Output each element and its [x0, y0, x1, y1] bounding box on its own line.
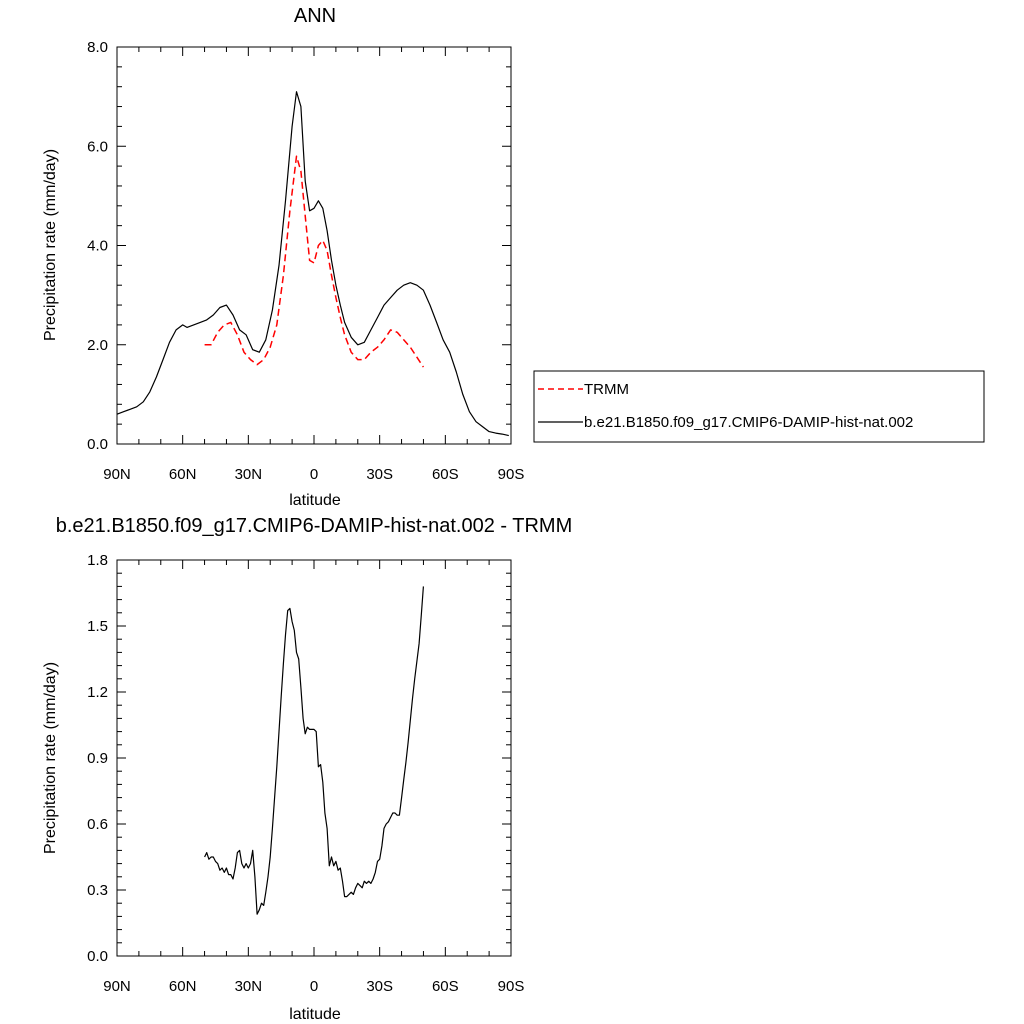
- x-tick-label: 0: [310, 978, 318, 995]
- series-line-model: [116, 91, 509, 437]
- series-line-model: [204, 586, 424, 915]
- y-tick-label: 2.0: [87, 337, 108, 354]
- panel-difference: b.e21.B1850.f09_g17.CMIP6-DAMIP-hist-nat…: [42, 515, 572, 1023]
- x-tick-label: 30N: [235, 466, 263, 483]
- y-tick-label: 1.2: [87, 684, 108, 701]
- x-tick-label: 90S: [498, 978, 525, 995]
- x-tick-label: 60S: [432, 978, 459, 995]
- x-tick-label: 90N: [103, 466, 131, 483]
- y-tick-label: 0.9: [87, 750, 108, 767]
- legend-box: [533, 370, 985, 443]
- legend-label-model: b.e21.B1850.f09_g17.CMIP6-DAMIP-hist-nat…: [584, 414, 913, 431]
- plot-frame: [116, 46, 512, 445]
- panel-annual-mean: ANN 90N 60N 30N 0 30S 60S 90S 0.0 2.0 4.0 6.0 8.0 l…: [42, 5, 524, 509]
- x-tick-label: 60S: [432, 466, 459, 483]
- x-axis-label: latitude: [289, 492, 341, 509]
- plot-area: 90N 60N 30N 0 30S 60S 90S 0.0 0.3 0.6 0.9 1.2 1.5 1.8: [87, 552, 524, 995]
- y-tick-label: 0.3: [87, 882, 108, 899]
- x-tick-label: 30S: [366, 978, 393, 995]
- series-line-trmm: [204, 155, 425, 368]
- x-tick-label: 90N: [103, 978, 131, 995]
- legend-label-trmm: TRMM: [584, 381, 629, 398]
- y-tick-label: 0.0: [87, 436, 108, 453]
- chart-title: ANN: [294, 5, 336, 27]
- y-tick-label: 8.0: [87, 39, 108, 56]
- chart-title: b.e21.B1850.f09_g17.CMIP6-DAMIP-hist-nat…: [56, 515, 573, 537]
- y-axis-label: Precipitation rate (mm/day): [42, 149, 59, 341]
- y-axis-label: Precipitation rate (mm/day): [42, 662, 59, 854]
- x-tick-label: 0: [310, 466, 318, 483]
- x-tick-label: 60N: [169, 466, 197, 483]
- y-tick-label: 0.0: [87, 948, 108, 965]
- y-tick-label: 0.6: [87, 816, 108, 833]
- y-tick-label: 1.5: [87, 618, 108, 635]
- x-axis-label: latitude: [289, 1006, 341, 1023]
- plot-frame: [116, 559, 512, 957]
- plot-area: 90N 60N 30N 0 30S 60S 90S 0.0 2.0 4.0 6.0 8.0: [87, 39, 524, 483]
- legend: TRMM b.e21.B1850.f09_g17.CMIP6-DAMIP-his…: [533, 370, 985, 443]
- y-tick-label: 4.0: [87, 238, 108, 255]
- y-tick-label: 6.0: [87, 138, 108, 155]
- x-tick-label: 30N: [235, 978, 263, 995]
- x-tick-label: 30S: [366, 466, 393, 483]
- y-tick-label: 1.8: [87, 552, 108, 569]
- x-tick-label: 60N: [169, 978, 197, 995]
- x-tick-label: 90S: [498, 466, 525, 483]
